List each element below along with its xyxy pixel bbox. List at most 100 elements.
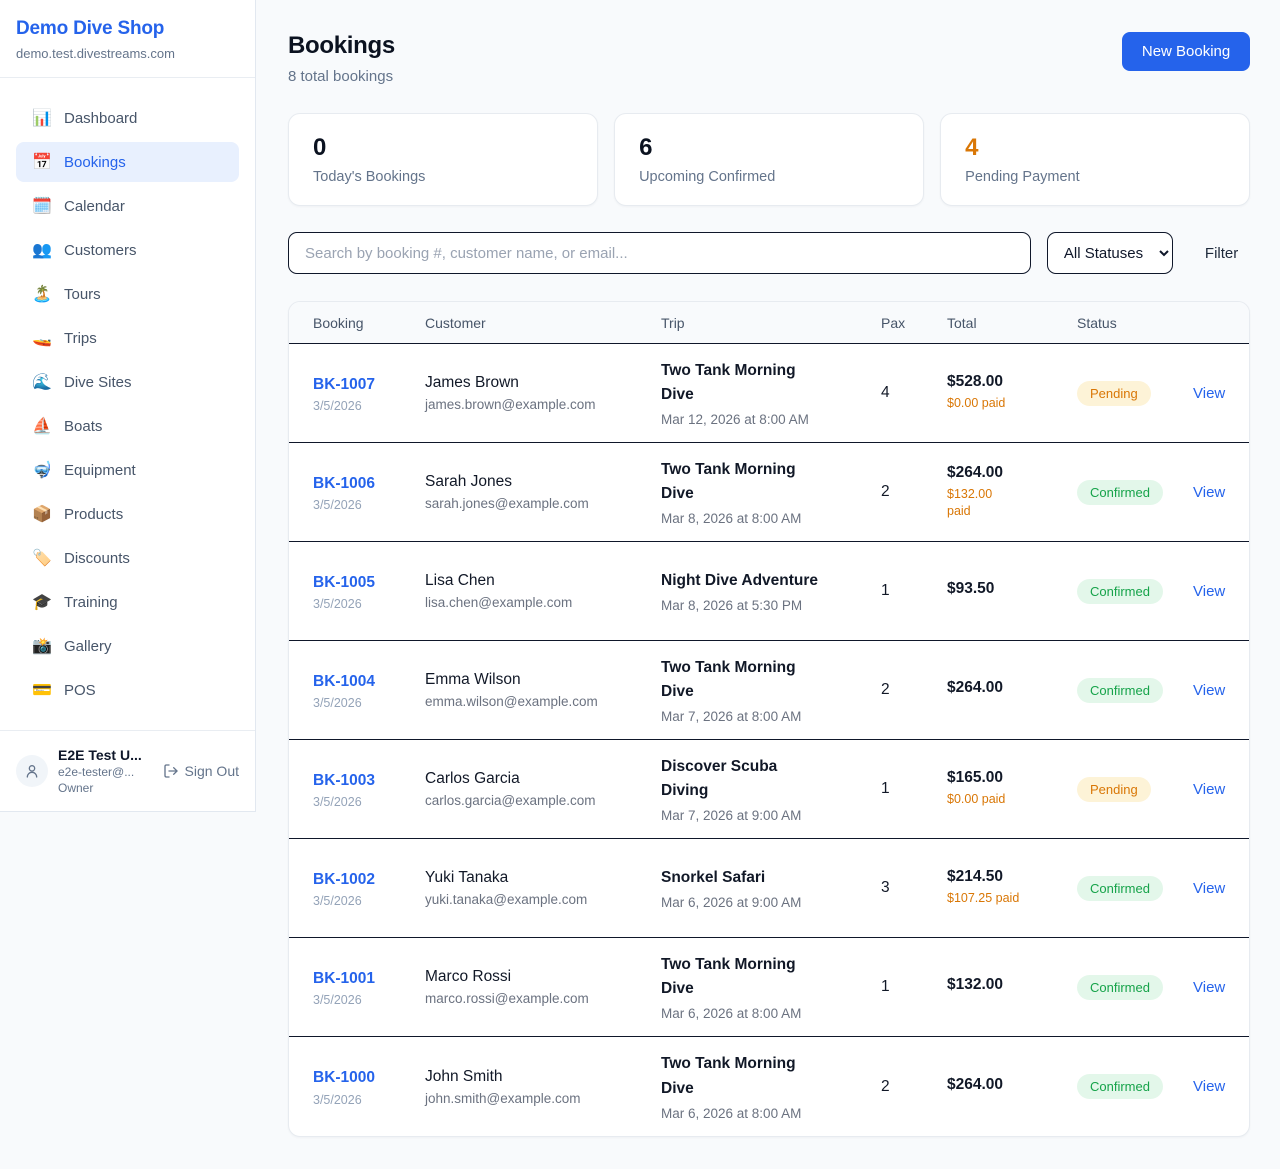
sidebar-item-training[interactable]: 🎓 Training	[16, 582, 239, 622]
page-title: Bookings	[288, 32, 395, 59]
sidebar-item-dive-sites[interactable]: 🌊 Dive Sites	[16, 362, 239, 402]
status-select[interactable]: All Statuses	[1046, 232, 1173, 274]
table-row: BK-1007 3/5/2026 James Brown james.brown…	[289, 344, 1250, 443]
shop-name: Demo Dive Shop	[16, 18, 165, 39]
speedboat-icon: 🚤	[32, 330, 52, 347]
customer-email: yuki.tanaka@example.com	[425, 892, 588, 907]
customer-email: lisa.chen@example.com	[425, 595, 573, 610]
stats-row: 0 Today's Bookings 6 Upcoming Confirmed …	[288, 113, 1251, 206]
total-amount: $132.00	[947, 976, 1004, 993]
booking-date: 3/5/2026	[313, 498, 362, 513]
booking-id-link[interactable]: BK-1006	[313, 474, 376, 492]
booking-id-link[interactable]: BK-1007	[313, 375, 376, 393]
filter-button[interactable]: Filter	[1193, 235, 1250, 272]
booking-date: 3/5/2026	[313, 597, 362, 612]
sidebar-item-pos[interactable]: 💳 POS	[16, 670, 239, 710]
table-row: BK-1003 3/5/2026 Carlos Garcia carlos.ga…	[289, 740, 1250, 839]
booking-id-link[interactable]: BK-1001	[313, 969, 376, 987]
camera-icon: 📸	[32, 638, 52, 655]
sidebar-item-gallery[interactable]: 📸 Gallery	[16, 626, 239, 666]
total-amount: $264.00	[947, 679, 1004, 696]
search-input[interactable]	[288, 232, 1031, 274]
booking-id-link[interactable]: BK-1003	[313, 771, 376, 789]
booking-id-link[interactable]: BK-1005	[313, 573, 376, 591]
view-link[interactable]: View	[1193, 681, 1226, 699]
status-badge: Pending	[1077, 380, 1151, 406]
user-meta: E2E Test U... e2e-tester@... Owner	[58, 747, 153, 795]
shop-header: Demo Dive Shop demo.test.divestreams.com	[0, 0, 255, 78]
trip-name: Two Tank Morning Dive	[661, 460, 796, 502]
sidebar-item-boats[interactable]: ⛵ Boats	[16, 406, 239, 446]
new-booking-button[interactable]: New Booking	[1121, 32, 1251, 71]
page-subtitle: 8 total bookings	[288, 68, 394, 85]
filter-bar: All Statuses Filter	[288, 232, 1250, 274]
user-role: Owner	[58, 781, 94, 795]
logout-icon	[163, 764, 178, 778]
customer-email: sarah.jones@example.com	[425, 496, 589, 511]
pax-count: 2	[881, 483, 890, 500]
table-row: BK-1005 3/5/2026 Lisa Chen lisa.chen@exa…	[289, 542, 1250, 641]
view-link[interactable]: View	[1193, 483, 1226, 501]
view-link[interactable]: View	[1193, 879, 1226, 897]
status-badge: Confirmed	[1077, 677, 1163, 703]
sidebar-item-label: POS	[64, 681, 96, 699]
view-link[interactable]: View	[1193, 780, 1226, 798]
stat-label: Pending Payment	[965, 169, 1080, 185]
spiral-calendar-icon: 🗓️	[32, 198, 52, 215]
total-amount: $264.00	[947, 463, 1004, 481]
sidebar-item-tours[interactable]: 🏝️ Tours	[16, 274, 239, 314]
sidebar-item-bookings[interactable]: 📅 Bookings	[16, 142, 239, 182]
stat-card-pending-payment: 4 Pending Payment	[940, 113, 1251, 206]
booking-id-link[interactable]: BK-1000	[313, 1069, 376, 1087]
customer-name: Lisa Chen	[425, 572, 495, 589]
trip-time: Mar 12, 2026 at 8:00 AM	[661, 412, 809, 428]
view-link[interactable]: View	[1193, 978, 1226, 996]
status-badge: Confirmed	[1077, 1074, 1163, 1099]
trip-time: Mar 7, 2026 at 9:00 AM	[661, 808, 802, 824]
paid-amount: $0.00 paid	[947, 792, 1006, 807]
col-trip: Trip	[661, 314, 685, 331]
col-pax: Pax	[881, 314, 906, 331]
total-amount: $528.00	[947, 373, 1004, 391]
trip-name: Snorkel Safari	[661, 868, 766, 886]
island-icon: 🏝️	[32, 286, 52, 303]
sidebar-item-products[interactable]: 📦 Products	[16, 494, 239, 534]
booking-date: 3/5/2026	[313, 696, 362, 711]
customer-email: john.smith@example.com	[425, 1090, 581, 1106]
status-badge: Confirmed	[1077, 974, 1163, 1000]
sign-out-button[interactable]: Sign Out	[163, 763, 239, 779]
sidebar-item-dashboard[interactable]: 📊 Dashboard	[16, 98, 239, 138]
sidebar-item-trips[interactable]: 🚤 Trips	[16, 318, 239, 358]
sidebar-item-discounts[interactable]: 🏷️ Discounts	[16, 538, 239, 578]
trip-name: Two Tank Morning Dive	[661, 658, 796, 700]
col-booking: Booking	[313, 314, 364, 331]
stat-card-todays-bookings: 0 Today's Bookings	[288, 113, 599, 206]
customer-name: Sarah Jones	[425, 473, 513, 490]
paid-amount: $132.00 paid	[947, 486, 993, 519]
total-amount: $93.50	[947, 580, 995, 597]
view-link[interactable]: View	[1193, 1078, 1226, 1095]
trip-name: Two Tank Morning Dive	[661, 955, 796, 997]
view-link[interactable]: View	[1193, 384, 1226, 402]
customer-name: Emma Wilson	[425, 671, 521, 688]
booking-id-link[interactable]: BK-1004	[313, 672, 376, 690]
sidebar-item-label: Dive Sites	[64, 373, 132, 391]
user-email: e2e-tester@...	[58, 765, 135, 779]
pax-count: 2	[881, 1077, 890, 1095]
people-icon: 👥	[32, 242, 52, 259]
sidebar-item-equipment[interactable]: 🤿 Equipment	[16, 450, 239, 490]
view-link[interactable]: View	[1193, 582, 1226, 600]
sidebar-item-label: Tours	[64, 285, 101, 303]
trip-time: Mar 8, 2026 at 5:30 PM	[661, 598, 803, 613]
status-badge: Pending	[1077, 776, 1151, 802]
sidebar-item-label: Gallery	[64, 637, 112, 655]
booking-id-link[interactable]: BK-1002	[313, 870, 376, 888]
sidebar-item-label: Boats	[64, 417, 103, 435]
sidebar-item-customers[interactable]: 👥 Customers	[16, 230, 239, 270]
table-row: BK-1000 3/5/2026 John Smith john.smith@e…	[289, 1037, 1249, 1136]
trip-name: Discover Scuba Diving	[661, 757, 778, 799]
sidebar-item-label: Products	[64, 505, 124, 523]
wave-icon: 🌊	[32, 374, 52, 391]
sidebar-item-calendar[interactable]: 🗓️ Calendar	[16, 186, 239, 226]
person-icon	[26, 765, 38, 778]
